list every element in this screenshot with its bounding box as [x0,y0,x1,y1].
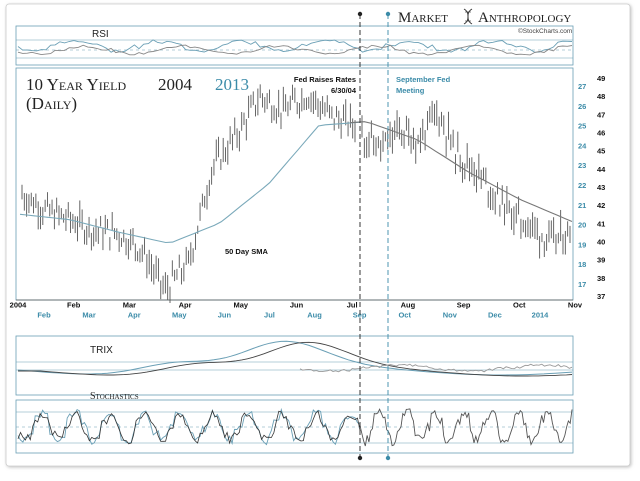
x-tick-2013: May [172,311,187,320]
title-text: 10 Year Yield [26,75,126,94]
rsi-label: RSI [92,29,109,40]
fed-raise-top-dot [357,11,363,17]
y-tick-2013: 26 [578,102,586,111]
x-tick-2004: Feb [67,301,81,310]
y-tick-2004: 42 [597,201,605,210]
brand-right: Anthropology [478,10,571,26]
y-tick-2013: 21 [578,201,586,210]
y-tick-2013: 20 [578,221,586,230]
y-tick-2013: 27 [578,82,586,91]
fed-raises-date: 6/30/04 [331,86,357,95]
y-tick-2004: 44 [597,165,606,174]
sma-2013-line [349,121,573,223]
trix-2013-line [299,363,573,373]
title-daily: (Daily) [26,94,77,113]
x-tick-2004: Aug [401,301,416,310]
x-tick-2013: Aug [307,311,322,320]
trix-frame [15,335,574,396]
y-tick-2013: 17 [578,280,586,289]
sept-fed-top-dot [385,11,391,17]
x-tick-2004: Mar [123,301,136,310]
y-tick-2013: 25 [578,122,586,131]
x-tick-2004: Oct [513,301,526,310]
x-tick-2013: Jun [218,311,232,320]
y-tick-2004: 49 [597,74,605,83]
y-tick-2013: 23 [578,161,586,170]
stochastics-label: Stochastics [90,391,139,402]
y-axis-2013-ticks: 17 18 19 20 21 22 23 24 25 26 27 [578,82,587,289]
x-tick-2004: Apr [179,301,192,310]
x-tick-2004: Jun [290,301,304,310]
rsi-2004-line [17,39,573,53]
x-tick-2013: Oct [398,311,411,320]
trix-2004-signal [18,341,573,377]
fed-raise-bottom-dot [357,455,363,461]
brand-logo: Market Anthropology ©StockCharts.com [398,8,572,35]
trix-label: TRIX [90,345,113,356]
sept-fed-bottom-dot [385,455,391,461]
y-tick-2013: 24 [578,141,587,150]
source-credit: ©StockCharts.com [518,27,572,35]
y-axis-2004-ticks: 37 38 39 40 41 42 43 44 45 46 47 48 49 [597,74,606,301]
x-tick-2013: Dec [488,311,502,320]
y-tick-2004: 37 [597,292,605,301]
title-year-2013: 2013 [215,75,249,94]
x-tick-2013: Sep [353,311,367,320]
x-tick-2004: Jul [347,301,358,310]
y-tick-2004: 45 [597,147,605,156]
x-tick-2004: Sep [457,301,471,310]
outer-panel [5,3,631,467]
rsi-frame [15,25,574,66]
stoch-2013-line [359,408,573,447]
x-tick-2004: May [234,301,249,310]
sma-2004-line [19,121,361,244]
y-tick-2004: 46 [597,129,605,138]
brand-left: Market [398,10,448,26]
y-tick-2004: 47 [597,110,605,119]
x-axis-2013-ticks: Feb Mar Apr May Jun Jul Aug Sep Oct Nov Dec 2014 [37,311,549,320]
x-tick-2013: 2014 [532,311,550,320]
x-tick-2013: Nov [443,311,458,320]
title-year-2004: 2004 [158,75,193,94]
x-tick-2013: Mar [82,311,95,320]
y-tick-2013: 19 [578,240,586,249]
rsi-2013-line [17,44,573,56]
y-tick-2004: 39 [597,256,605,265]
x-tick-2013: Apr [128,311,141,320]
y-tick-2004: 40 [597,238,605,247]
sma-label: 50 Day SMA [225,247,269,256]
sept-fed-meeting: Meeting [396,86,425,95]
fed-raises-label: Fed Raises Rates [294,75,356,84]
x-tick-2013: Jul [264,311,275,320]
y-tick-2004: 38 [597,274,605,283]
y-tick-2004: 48 [597,92,605,101]
x-tick-2004: Nov [568,301,583,310]
stoch-2004-signal [17,409,361,445]
price-panel: 17 18 19 20 21 22 23 24 25 26 27 37 38 39 40 41 42 43 44 4… [10,67,606,320]
stoch-frame [15,399,574,454]
dna-icon [463,8,473,25]
y-tick-2013: 22 [578,181,586,190]
sept-fed-label: September Fed [396,75,451,84]
x-axis-2004-ticks: 2004 Feb Mar Apr May Jun Jul Aug Sep Oct Nov [10,301,583,310]
chart-title: 10 Year Yield 2004 2013 (Daily) [26,75,249,113]
trix-panel: TRIX [15,335,574,396]
x-tick-2004: 2004 [10,301,28,310]
y-tick-2004: 41 [597,219,605,228]
bars-2004-group [21,84,356,303]
x-tick-2013: Feb [37,311,51,320]
y-tick-2013: 18 [578,260,586,269]
y-tick-2004: 43 [597,183,605,192]
stochastics-panel: Stochastics [15,391,574,454]
rsi-panel: RSI [15,25,574,66]
